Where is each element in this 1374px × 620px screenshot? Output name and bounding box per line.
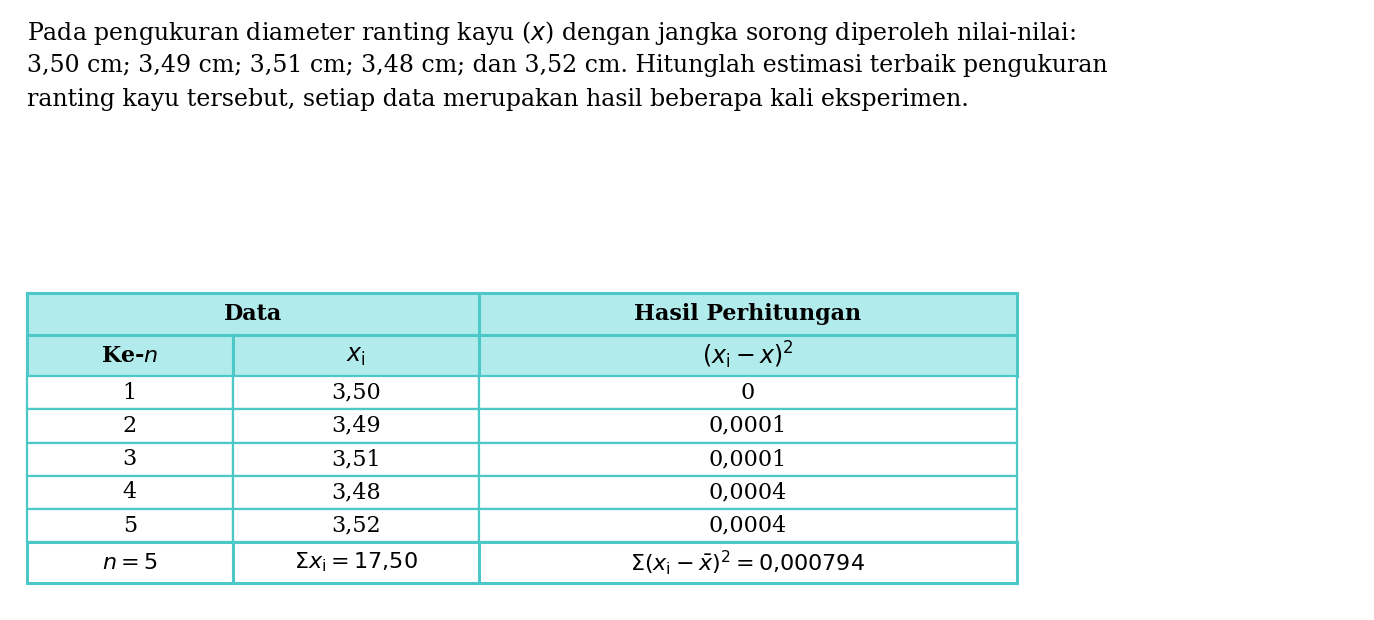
Text: $\Sigma x_{\mathrm{i}} = 17{,}50$: $\Sigma x_{\mathrm{i}} = 17{,}50$ [294,551,418,574]
Bar [27,335,232,376]
Text: $(x_{\mathrm{i}} - x)^2$: $(x_{\mathrm{i}} - x)^2$ [702,340,793,371]
Bar [27,443,232,476]
Text: $n = 5$: $n = 5$ [102,552,158,574]
Bar [27,293,478,335]
Text: 0: 0 [741,382,754,404]
Bar [232,409,478,443]
Text: 3,48: 3,48 [331,482,381,503]
Text: 5: 5 [122,515,137,537]
Text: $\Sigma(x_{\mathrm{i}} - \bar{x})^2 = 0{,}000794$: $\Sigma(x_{\mathrm{i}} - \bar{x})^2 = 0{… [631,548,866,577]
Text: 0,0001: 0,0001 [709,448,787,470]
Text: Pada pengukuran diameter ranting kayu ($x$) dengan jangka sorong diperoleh nilai: Pada pengukuran diameter ranting kayu ($… [27,19,1076,47]
Text: 0,0004: 0,0004 [709,515,787,537]
Text: 3,51: 3,51 [331,448,381,470]
Text: Data: Data [224,303,282,325]
Bar [478,509,1017,542]
Bar [232,443,478,476]
Bar [478,409,1017,443]
Bar [27,476,232,509]
Bar [232,542,478,583]
Text: ranting kayu tersebut, setiap data merupakan hasil beberapa kali eksperimen.: ranting kayu tersebut, setiap data merup… [27,88,969,111]
Bar [27,409,232,443]
Bar [232,376,478,409]
Text: 3: 3 [122,448,137,470]
Text: 2: 2 [122,415,137,437]
Text: $x_{\mathrm{i}}$: $x_{\mathrm{i}}$ [346,343,365,368]
Bar [232,509,478,542]
Bar [232,476,478,509]
Bar [27,542,232,583]
Bar [232,335,478,376]
Text: 3,50: 3,50 [331,382,381,404]
Bar [478,293,1017,335]
Bar [478,542,1017,583]
Bar [478,476,1017,509]
Text: 3,50 cm; 3,49 cm; 3,51 cm; 3,48 cm; dan 3,52 cm. Hitunglah estimasi terbaik peng: 3,50 cm; 3,49 cm; 3,51 cm; 3,48 cm; dan … [27,53,1107,77]
Text: 0,0001: 0,0001 [709,415,787,437]
Text: 1: 1 [122,382,137,404]
Bar [27,509,232,542]
Text: 3,49: 3,49 [331,415,381,437]
Text: 4: 4 [122,482,137,503]
Bar [478,376,1017,409]
Text: 0,0004: 0,0004 [709,482,787,503]
Text: Hasil Perhitungan: Hasil Perhitungan [633,303,861,325]
Text: Ke-$n$: Ke-$n$ [102,345,158,367]
Text: 3,52: 3,52 [331,515,381,537]
Bar [27,376,232,409]
Bar [478,335,1017,376]
Bar [478,443,1017,476]
